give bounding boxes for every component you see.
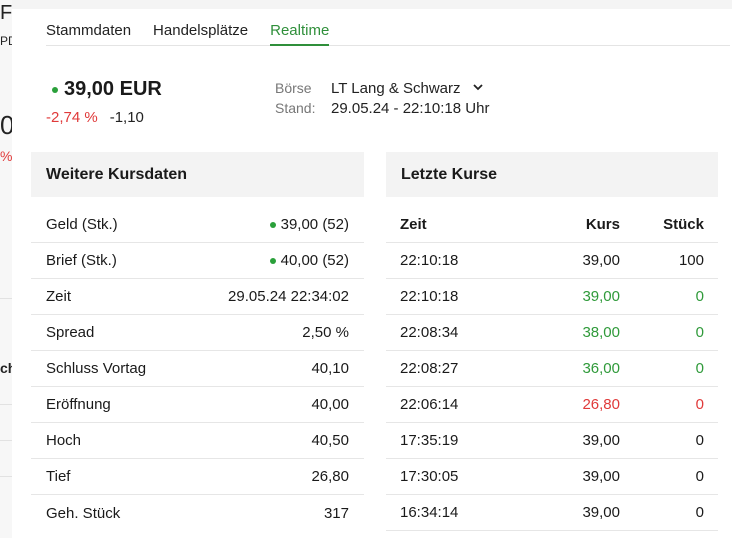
- cell-stueck: 0: [695, 396, 704, 413]
- row-label: Brief (Stk.): [46, 252, 117, 269]
- live-dot-icon: [269, 257, 276, 264]
- exchange-info: Börse LT Lang & Schwarz Stand: 29.05.24 …: [275, 78, 489, 118]
- background-text: %: [0, 148, 12, 164]
- table-row: Hoch 40,50: [31, 423, 364, 459]
- row-value: 40,10: [311, 360, 349, 377]
- row-value: 317: [323, 504, 349, 522]
- cell-stueck: 0: [695, 504, 704, 521]
- table-row: Tief 26,80: [31, 459, 364, 495]
- cell-kurs: 39,00: [582, 504, 620, 521]
- cell-zeit: 22:08:27: [400, 360, 459, 377]
- background-text: ch: [0, 360, 12, 376]
- table-row: Eröffnung 40,00: [31, 387, 364, 423]
- chevron-down-icon[interactable]: [472, 82, 483, 94]
- exchange-select[interactable]: LT Lang & Schwarz: [331, 79, 461, 97]
- cell-stueck: 100: [678, 252, 704, 269]
- tab-bar: Stammdaten Handelsplätze Realtime: [46, 20, 730, 46]
- row-value: 39,00 (52): [280, 216, 349, 233]
- cell-kurs: 39,00: [582, 432, 620, 449]
- table-header-row: Zeit Kurs Stück: [386, 207, 718, 243]
- row-label: Geh. Stück: [46, 504, 121, 522]
- cell-kurs: 26,80: [582, 396, 620, 413]
- cell-zeit: 16:34:14: [400, 504, 459, 521]
- cell-zeit: 22:10:18: [400, 288, 459, 305]
- letzte-kurse-table: Zeit Kurs Stück 22:10:18 39,00 100 22:10…: [386, 207, 718, 531]
- background-text: PD: [0, 34, 12, 48]
- table-row: 22:08:27 36,00 0: [386, 351, 718, 387]
- cell-stueck: 0: [695, 288, 704, 305]
- exchange-label: Börse: [275, 80, 312, 96]
- row-label: Hoch: [46, 432, 82, 449]
- current-price: 39,00 EUR: [52, 78, 162, 101]
- row-value: 40,50: [311, 432, 349, 449]
- column-header-zeit: Zeit: [400, 216, 427, 233]
- cell-zeit: 22:06:14: [400, 396, 459, 413]
- cell-kurs: 39,00: [582, 252, 620, 269]
- background-divider: [0, 476, 12, 477]
- table-row: 17:35:19 39,00 0: [386, 423, 718, 459]
- weitere-kursdaten-table: Geld (Stk.) 39,00 (52) Brief (Stk.) 40,0…: [31, 207, 364, 531]
- table-row: Zeit 29.05.24 22:34:02: [31, 279, 364, 315]
- table-row: 17:30:05 39,00 0: [386, 459, 718, 495]
- table-row: Brief (Stk.) 40,00 (52): [31, 243, 364, 279]
- panel-top-bar: [12, 0, 732, 9]
- cell-zeit: 22:10:18: [400, 252, 459, 269]
- cell-zeit: 17:30:05: [400, 468, 459, 485]
- cell-kurs: 38,00: [582, 324, 620, 341]
- background-divider: [0, 298, 12, 299]
- table-row: Geld (Stk.) 39,00 (52): [31, 207, 364, 243]
- table-row: 22:06:14 26,80 0: [386, 387, 718, 423]
- table-row: Schluss Vortag 40,10: [31, 351, 364, 387]
- tab-handelsplaetze[interactable]: Handelsplätze: [153, 22, 249, 39]
- column-header-kurs: Kurs: [585, 216, 620, 233]
- background-divider: [0, 404, 12, 405]
- letzte-kurse-title: Letzte Kurse: [386, 152, 718, 197]
- change-absolute: -1,10: [109, 109, 144, 126]
- cell-stueck: 0: [695, 360, 704, 377]
- row-label: Eröffnung: [46, 396, 111, 413]
- row-value: 40,00: [311, 396, 349, 413]
- background-text: 0: [0, 110, 12, 140]
- price-value: 39,00 EUR: [64, 78, 162, 100]
- cell-stueck: 0: [695, 432, 704, 449]
- live-dot-icon: [52, 86, 58, 93]
- stand-value: 29.05.24 - 22:10:18 Uhr: [331, 99, 490, 117]
- table-row: Geh. Stück 317: [31, 495, 364, 531]
- background-divider: [0, 440, 12, 441]
- price-change: -2,74 % -1,10: [46, 109, 144, 126]
- row-value: 29.05.24 22:34:02: [228, 288, 349, 305]
- table-row: 16:34:14 39,00 0: [386, 495, 718, 531]
- row-label: Zeit: [46, 288, 72, 305]
- tab-realtime[interactable]: Realtime: [270, 20, 330, 46]
- realtime-panel: Stammdaten Handelsplätze Realtime 39,00 …: [12, 0, 732, 538]
- table-row: 22:10:18 39,00 100: [386, 243, 718, 279]
- row-label: Schluss Vortag: [46, 360, 147, 377]
- background-text: F: [0, 2, 12, 24]
- row-label: Spread: [46, 324, 95, 341]
- cell-kurs: 39,00: [582, 288, 620, 305]
- tab-stammdaten[interactable]: Stammdaten: [46, 22, 132, 39]
- column-header-stueck: Stück: [663, 216, 704, 233]
- cell-kurs: 39,00: [582, 468, 620, 485]
- stand-label: Stand:: [275, 100, 316, 116]
- table-row: 22:10:18 39,00 0: [386, 279, 718, 315]
- row-value: 26,80: [311, 468, 349, 485]
- live-dot-icon: [269, 221, 276, 228]
- background-page: F PD 0 % ch: [0, 0, 12, 538]
- cell-stueck: 0: [695, 468, 704, 485]
- cell-kurs: 36,00: [582, 360, 620, 377]
- change-percent: -2,74 %: [46, 109, 98, 126]
- cell-zeit: 17:35:19: [400, 432, 459, 449]
- row-value: 40,00 (52): [280, 252, 349, 269]
- row-label: Tief: [46, 468, 71, 485]
- cell-stueck: 0: [695, 324, 704, 341]
- weitere-kursdaten-title: Weitere Kursdaten: [31, 152, 364, 197]
- row-label: Geld (Stk.): [46, 216, 118, 233]
- row-value: 2,50 %: [302, 324, 349, 341]
- table-row: Spread 2,50 %: [31, 315, 364, 351]
- cell-zeit: 22:08:34: [400, 324, 459, 341]
- table-row: 22:08:34 38,00 0: [386, 315, 718, 351]
